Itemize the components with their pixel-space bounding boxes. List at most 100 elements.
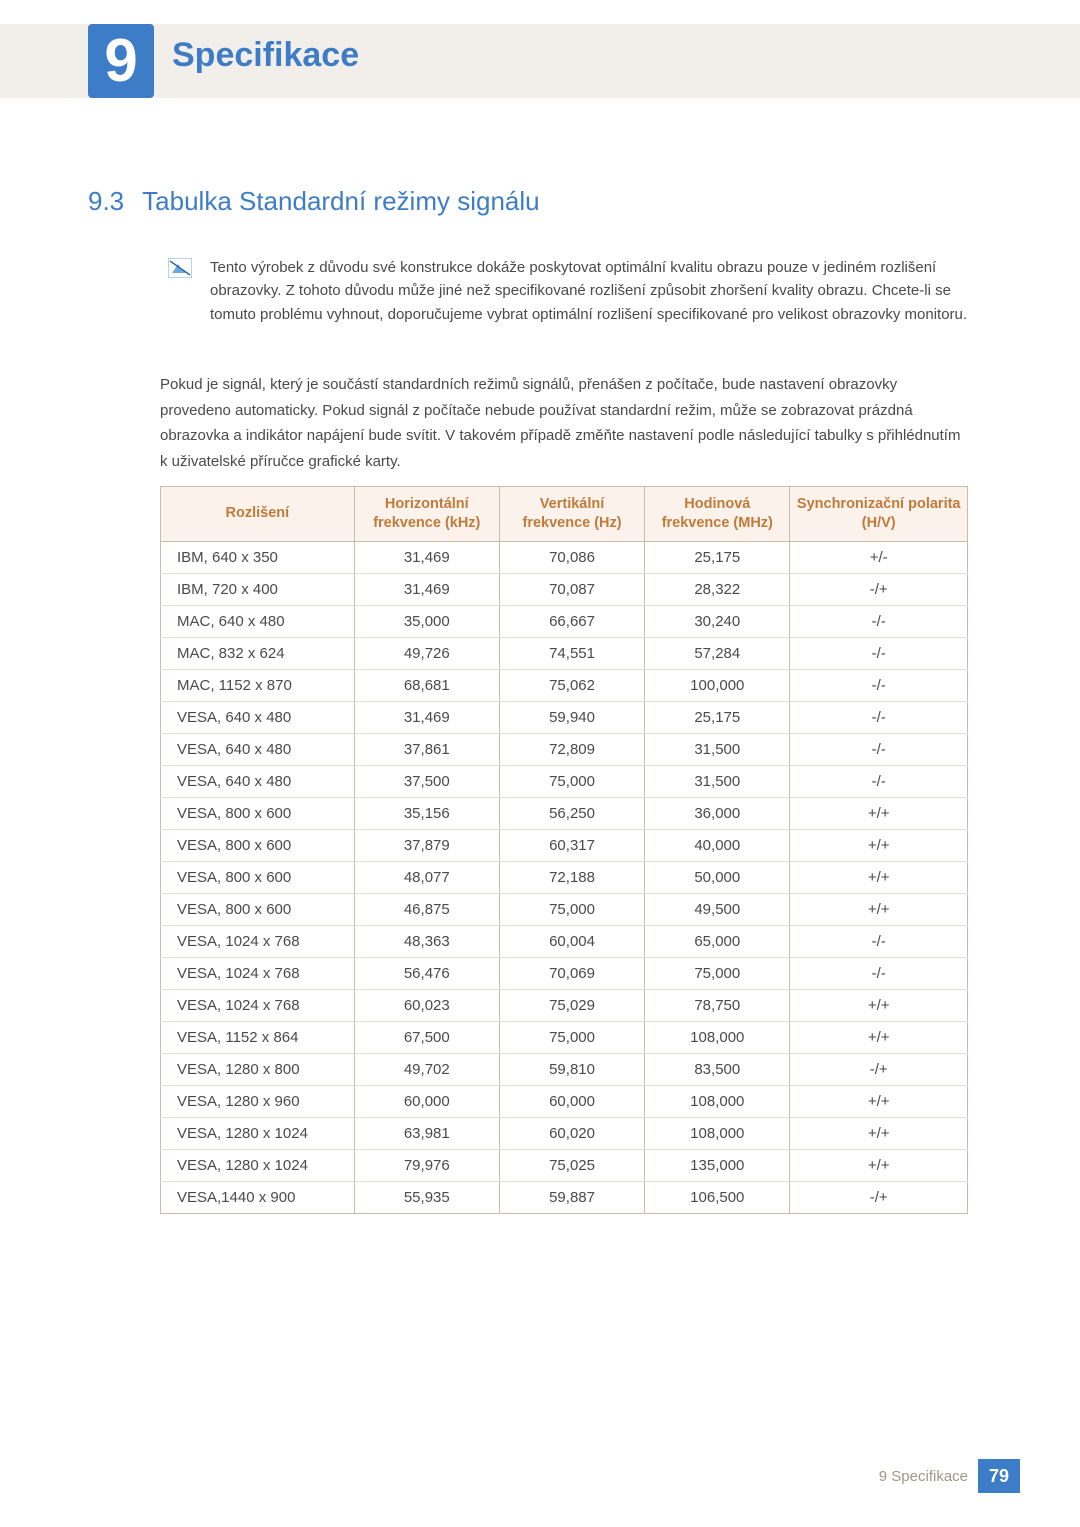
table-cell: 25,175 (645, 701, 790, 733)
section-title: Tabulka Standardní režimy signálu (142, 186, 539, 217)
table-cell: 70,069 (499, 957, 644, 989)
table-cell: 49,702 (354, 1053, 499, 1085)
table-cell: 67,500 (354, 1021, 499, 1053)
table-cell: +/+ (790, 1021, 968, 1053)
table-row: IBM, 640 x 35031,46970,08625,175+/- (161, 541, 968, 573)
table-cell: -/- (790, 957, 968, 989)
table-cell: -/- (790, 733, 968, 765)
table-cell: 31,469 (354, 701, 499, 733)
table-cell: 63,981 (354, 1117, 499, 1149)
table-row: MAC, 640 x 48035,00066,66730,240-/- (161, 605, 968, 637)
table-cell: 75,000 (499, 893, 644, 925)
table-cell: IBM, 640 x 350 (161, 541, 355, 573)
table-cell: +/+ (790, 1149, 968, 1181)
footer-chapter-label: 9 Specifikace (879, 1468, 968, 1485)
table-cell: 106,500 (645, 1181, 790, 1213)
table-cell: 135,000 (645, 1149, 790, 1181)
note-text: Tento výrobek z důvodu své konstrukce do… (210, 256, 970, 326)
table-cell: 55,935 (354, 1181, 499, 1213)
table-cell: VESA, 800 x 600 (161, 797, 355, 829)
table-cell: 78,750 (645, 989, 790, 1021)
table-cell: 59,810 (499, 1053, 644, 1085)
table-row: VESA, 1024 x 76848,36360,00465,000-/- (161, 925, 968, 957)
table-row: VESA, 1280 x 80049,70259,81083,500-/+ (161, 1053, 968, 1085)
table-cell: MAC, 1152 x 870 (161, 669, 355, 701)
table-cell: 37,861 (354, 733, 499, 765)
table-cell: 25,175 (645, 541, 790, 573)
table-cell: 108,000 (645, 1085, 790, 1117)
table-cell: 40,000 (645, 829, 790, 861)
table-cell: 30,240 (645, 605, 790, 637)
table-cell: 60,000 (354, 1085, 499, 1117)
table-cell: 59,887 (499, 1181, 644, 1213)
table-cell: -/+ (790, 1053, 968, 1085)
table-cell: -/- (790, 605, 968, 637)
table-cell: +/+ (790, 1117, 968, 1149)
table-row: MAC, 1152 x 87068,68175,062100,000-/- (161, 669, 968, 701)
table-cell: -/+ (790, 1181, 968, 1213)
table-cell: 108,000 (645, 1021, 790, 1053)
table-cell: 72,188 (499, 861, 644, 893)
page-footer: 9 Specifikace 79 (879, 1459, 1020, 1493)
table-cell: IBM, 720 x 400 (161, 573, 355, 605)
table-cell: +/+ (790, 797, 968, 829)
section-number: 9.3 (88, 186, 124, 217)
chapter-number-badge: 9 (88, 24, 154, 98)
table-row: IBM, 720 x 40031,46970,08728,322-/+ (161, 573, 968, 605)
table-cell: 75,000 (499, 1021, 644, 1053)
table-cell: 83,500 (645, 1053, 790, 1085)
table-cell: +/+ (790, 829, 968, 861)
table-cell: VESA, 1024 x 768 (161, 925, 355, 957)
table-cell: VESA,1440 x 900 (161, 1181, 355, 1213)
table-cell: 70,086 (499, 541, 644, 573)
table-cell: 60,004 (499, 925, 644, 957)
table-cell: +/+ (790, 989, 968, 1021)
table-cell: 57,284 (645, 637, 790, 669)
table-row: VESA, 1024 x 76856,47670,06975,000-/- (161, 957, 968, 989)
table-row: VESA, 640 x 48031,46959,94025,175-/- (161, 701, 968, 733)
table-cell: 75,025 (499, 1149, 644, 1181)
body-paragraph: Pokud je signál, který je součástí stand… (160, 372, 970, 474)
table-cell: VESA, 1280 x 800 (161, 1053, 355, 1085)
table-row: VESA, 800 x 60046,87575,00049,500+/+ (161, 893, 968, 925)
table-cell: 75,000 (645, 957, 790, 989)
table-cell: 100,000 (645, 669, 790, 701)
table-cell: VESA, 800 x 600 (161, 829, 355, 861)
table-cell: 49,726 (354, 637, 499, 669)
table-cell: 68,681 (354, 669, 499, 701)
table-cell: 48,077 (354, 861, 499, 893)
table-cell: 60,023 (354, 989, 499, 1021)
table-cell: VESA, 800 x 600 (161, 861, 355, 893)
table-row: MAC, 832 x 62449,72674,55157,284-/- (161, 637, 968, 669)
table-cell: 75,000 (499, 765, 644, 797)
table-cell: 72,809 (499, 733, 644, 765)
table-cell: 66,667 (499, 605, 644, 637)
table-row: VESA, 1280 x 96060,00060,000108,000+/+ (161, 1085, 968, 1117)
table-cell: -/- (790, 637, 968, 669)
table-cell: 28,322 (645, 573, 790, 605)
table-cell: 65,000 (645, 925, 790, 957)
table-cell: VESA, 640 x 480 (161, 733, 355, 765)
table-row: VESA, 1280 x 102463,98160,020108,000+/+ (161, 1117, 968, 1149)
table-cell: VESA, 1024 x 768 (161, 989, 355, 1021)
table-cell: VESA, 1280 x 1024 (161, 1149, 355, 1181)
table-cell: MAC, 832 x 624 (161, 637, 355, 669)
table-cell: 35,156 (354, 797, 499, 829)
table-cell: 75,062 (499, 669, 644, 701)
table-cell: -/- (790, 701, 968, 733)
table-cell: 31,500 (645, 733, 790, 765)
table-cell: -/- (790, 765, 968, 797)
note-icon (168, 258, 192, 278)
table-row: VESA, 1280 x 102479,97675,025135,000+/+ (161, 1149, 968, 1181)
table-cell: 79,976 (354, 1149, 499, 1181)
table-cell: 31,469 (354, 573, 499, 605)
footer-page-number: 79 (978, 1459, 1020, 1493)
header-band (0, 24, 1080, 98)
table-header-cell: Rozlišení (161, 487, 355, 542)
table-cell: 37,500 (354, 765, 499, 797)
table-cell: +/+ (790, 1085, 968, 1117)
table-cell: 70,087 (499, 573, 644, 605)
table-row: VESA, 800 x 60035,15656,25036,000+/+ (161, 797, 968, 829)
table-cell: 37,879 (354, 829, 499, 861)
table-cell: 56,250 (499, 797, 644, 829)
